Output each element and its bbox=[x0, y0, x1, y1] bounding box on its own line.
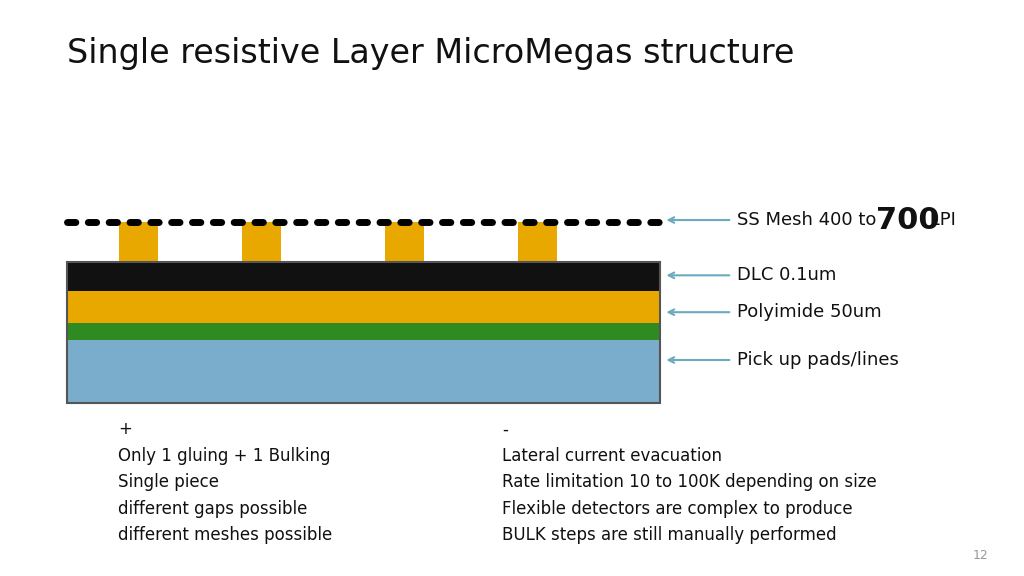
Text: -: - bbox=[502, 420, 508, 438]
Bar bbox=[87, 324, 184, 337]
Text: BULK steps are still manually performed: BULK steps are still manually performed bbox=[502, 526, 837, 544]
Bar bbox=[67, 262, 660, 403]
Bar bbox=[220, 324, 317, 337]
Bar bbox=[67, 340, 660, 403]
Text: DLC 0.1um: DLC 0.1um bbox=[737, 266, 837, 285]
Text: Pick up pads/lines: Pick up pads/lines bbox=[737, 351, 899, 369]
Text: Polyimide 50um: Polyimide 50um bbox=[737, 303, 882, 321]
Bar bbox=[67, 291, 660, 323]
Bar bbox=[67, 262, 660, 291]
Text: LPI: LPI bbox=[924, 211, 955, 229]
Bar bbox=[385, 222, 424, 262]
Bar bbox=[242, 222, 281, 262]
Text: 700: 700 bbox=[876, 206, 939, 234]
Text: SS Mesh 400 to: SS Mesh 400 to bbox=[737, 211, 883, 229]
Text: Lateral current evacuation: Lateral current evacuation bbox=[502, 447, 722, 465]
Text: Only 1 gluing + 1 Bulking: Only 1 gluing + 1 Bulking bbox=[118, 447, 331, 465]
Text: different gaps possible: different gaps possible bbox=[118, 500, 307, 518]
Bar bbox=[364, 324, 461, 337]
Bar bbox=[119, 222, 158, 262]
Text: Single resistive Layer MicroMegas structure: Single resistive Layer MicroMegas struct… bbox=[67, 37, 794, 70]
Bar bbox=[518, 222, 557, 262]
Bar bbox=[502, 324, 599, 337]
Text: Rate limitation 10 to 100K depending on size: Rate limitation 10 to 100K depending on … bbox=[502, 473, 877, 491]
Text: Single piece: Single piece bbox=[118, 473, 219, 491]
Text: different meshes possible: different meshes possible bbox=[118, 526, 332, 544]
Bar bbox=[67, 323, 660, 340]
Text: 12: 12 bbox=[973, 548, 988, 562]
Text: +: + bbox=[118, 420, 132, 438]
Text: Flexible detectors are complex to produce: Flexible detectors are complex to produc… bbox=[502, 500, 852, 518]
